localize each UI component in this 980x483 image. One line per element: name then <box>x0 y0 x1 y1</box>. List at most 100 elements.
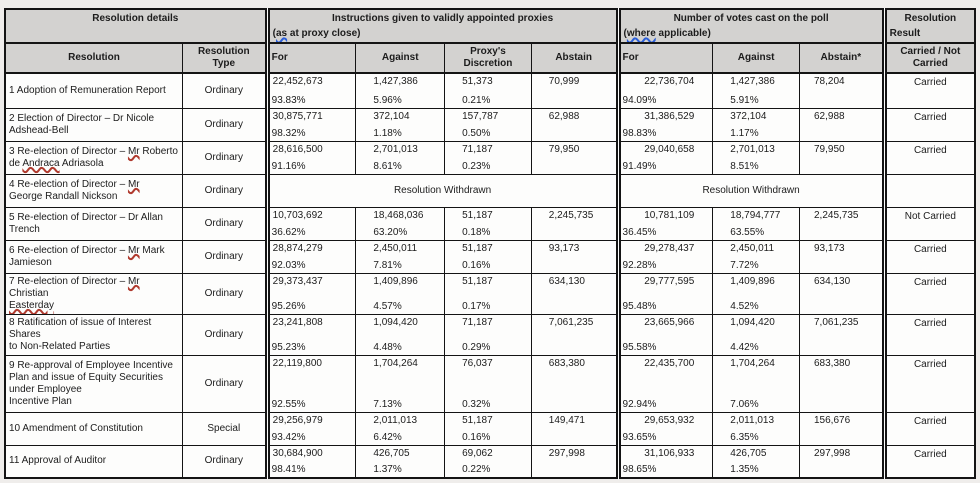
votes-value: 1,094,420 <box>730 316 775 328</box>
votes-value: 29,653,932 <box>644 414 695 426</box>
spellcheck-flagged-word: Mr <box>127 178 140 190</box>
votes-value: 1,704,264 <box>730 357 775 369</box>
poll-for-cell: 29,040,658 91.49% <box>615 140 714 175</box>
resolution-row: 10 Amendment of Constitution Special 29,25… <box>4 411 976 446</box>
votes-value: 51,187 <box>462 209 493 221</box>
resolution-type-cell: Ordinary <box>181 239 268 274</box>
resolution-type-cell: Special <box>181 411 268 446</box>
votes-percent: 36.62% <box>271 226 306 238</box>
resolution-name-text: Jamieson <box>9 256 52 268</box>
votes-value: 62,988 <box>813 110 845 122</box>
grammar-flagged-word: where <box>626 28 656 39</box>
proxy-instructions-subtitle: (as at proxy close) <box>273 28 613 40</box>
subtitle-text: ( <box>623 28 627 39</box>
votes-value: 2,245,735 <box>813 209 859 221</box>
votes-value: 18,468,036 <box>373 209 424 221</box>
votes-percent: 4.48% <box>373 341 402 353</box>
resolution-name-text: de <box>9 157 23 169</box>
votes-percent: 98.83% <box>622 127 657 139</box>
resolution-name-cell: 2 Election of Director – Dr Nicole Adshea… <box>4 107 183 142</box>
votes-percent: 5.96% <box>373 94 402 106</box>
votes-value: 157,787 <box>462 110 499 122</box>
resolution-name-text: Adshead-Bell <box>9 124 69 136</box>
column-header-row: Resolution Resolution Type For Against P… <box>4 42 976 74</box>
proxy-for-cell: 28,874,279 92.03% <box>264 239 357 274</box>
proxy-discretion-cell: 71,187 0.29% <box>444 313 532 356</box>
votes-percent: 92.28% <box>622 259 657 271</box>
proxy-for-cell: 30,875,771 98.32% <box>264 107 357 142</box>
resolution-name-cell: 5 Re-election of Director – Dr Allan Tren… <box>4 206 183 241</box>
votes-value: 2,245,735 <box>548 209 594 221</box>
resolution-type-cell: Ordinary <box>181 313 268 356</box>
subtitle-text: ( <box>272 28 276 39</box>
votes-percent: 0.23% <box>462 160 491 172</box>
resolution-name-text: under Employee <box>9 383 82 395</box>
votes-percent: 7.13% <box>373 398 402 410</box>
proxy-discretion-cell: 76,037 0.32% <box>444 354 532 413</box>
proxy-against-cell: 1,409,896 4.57% <box>355 272 446 315</box>
resolution-name-text: 7 Re-election of Director – <box>9 275 128 287</box>
votes-percent: 0.29% <box>462 341 491 353</box>
votes-value: 51,187 <box>462 242 493 254</box>
poll-abstain-cell: 62,988 <box>798 107 885 142</box>
poll-for-cell: 23,665,966 95.58% <box>615 313 714 356</box>
proxy-discretion-cell: 69,062 0.22% <box>444 444 532 479</box>
resolution-details-header: Resolution details <box>4 8 268 44</box>
votes-value: 79,950 <box>813 143 845 155</box>
votes-percent: 0.16% <box>462 259 491 271</box>
column-header-resolution: Resolution <box>4 42 183 74</box>
proxy-abstain-cell: 70,999 <box>530 72 619 109</box>
proxy-for-cell: 30,684,900 98.41% <box>264 444 357 479</box>
votes-value: 10,703,692 <box>272 209 323 221</box>
resolution-type-cell: Ordinary <box>181 206 268 241</box>
votes-percent: 6.35% <box>730 431 759 443</box>
votes-value: 1,094,420 <box>373 316 418 328</box>
votes-value: 30,684,900 <box>272 447 323 459</box>
votes-percent: 7.72% <box>730 259 759 271</box>
votes-value: 634,130 <box>813 275 851 287</box>
votes-value: 22,119,800 <box>272 357 322 369</box>
spellcheck-flagged-word: Mr <box>127 244 140 256</box>
votes-value: 634,130 <box>548 275 585 287</box>
proxy-abstain-cell: 683,380 <box>530 354 619 413</box>
proxy-for-cell: 29,256,979 93.42% <box>264 411 357 446</box>
grammar-flagged-word: as <box>275 28 288 39</box>
proxy-discretion-cell: 51,187 0.16% <box>444 411 532 446</box>
resolution-name-text: 6 Re-election of Director – <box>9 244 128 256</box>
votes-percent: 1.17% <box>730 127 759 139</box>
votes-percent: 91.49% <box>622 160 657 172</box>
proxy-for-cell: 22,452,673 93.83% <box>264 72 357 109</box>
votes-value: 29,040,658 <box>644 143 695 155</box>
votes-value: 2,450,011 <box>373 242 418 254</box>
votes-value: 22,736,704 <box>644 76 695 87</box>
votes-percent: 1.18% <box>373 127 402 139</box>
resolution-name-text: Incentive Plan <box>9 395 72 407</box>
votes-value: 79,950 <box>548 143 580 155</box>
votes-percent: 36.45% <box>622 226 657 238</box>
resolution-row: 8 Ratification of issue of Interest Shar… <box>4 313 976 356</box>
votes-value: 7,061,235 <box>548 316 594 328</box>
poll-abstain-cell: 78,204 <box>798 72 885 109</box>
votes-percent: 1.37% <box>373 464 402 475</box>
votes-percent: 7.06% <box>730 398 759 410</box>
votes-percent: 93.42% <box>271 431 306 443</box>
votes-value: 29,777,595 <box>644 275 695 287</box>
resolution-row: 3 Re-election of Director – Mr Roberto de… <box>4 140 976 175</box>
column-header-proxy-abstain: Abstain <box>530 42 619 74</box>
proxy-against-cell: 2,701,013 8.61% <box>355 140 446 175</box>
votes-value: 426,705 <box>730 447 767 459</box>
votes-value: 22,452,673 <box>272 76 323 87</box>
votes-value: 1,409,896 <box>373 275 418 287</box>
votes-percent: 91.16% <box>271 160 306 172</box>
poll-for-cell: 29,777,595 95.48% <box>615 272 714 315</box>
voting-results-table: Resolution details Instructions given to… <box>4 8 976 479</box>
votes-value: 2,011,013 <box>730 414 775 426</box>
poll-for-cell: 22,736,704 94.09% <box>615 72 714 109</box>
resolution-row: 6 Re-election of Director – Mr Mark Jamie… <box>4 239 976 274</box>
resolution-name-text: Roberto <box>139 145 178 157</box>
votes-percent: 0.16% <box>462 431 491 443</box>
votes-percent: 0.32% <box>462 398 491 410</box>
votes-value: 2,701,013 <box>373 143 418 155</box>
votes-value: 1,704,264 <box>373 357 418 369</box>
spellcheck-flagged-word: Mr <box>127 275 140 287</box>
